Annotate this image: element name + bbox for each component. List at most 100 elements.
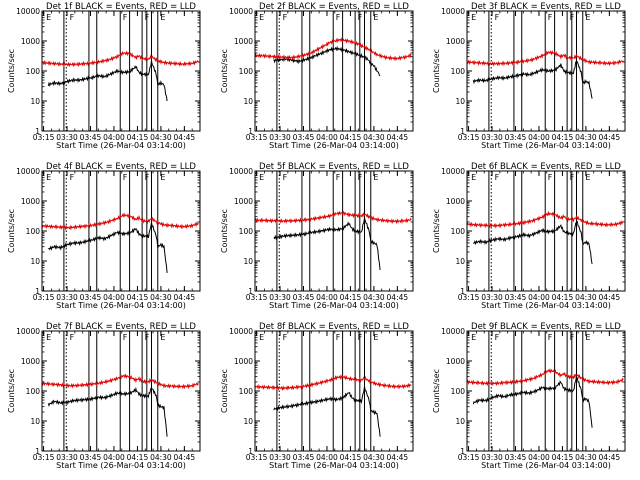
y-tick-label: 10: [455, 97, 465, 106]
x-tick-label: 04:45: [599, 293, 621, 302]
x-tick-label: 04:30: [575, 453, 597, 462]
x-tick-label: 04:15: [552, 133, 574, 142]
x-tick-label: 03:15: [33, 453, 55, 462]
events-series-line: [48, 222, 168, 273]
x-tick-label: 04:00: [103, 293, 125, 302]
y-tick-label: 10000: [441, 7, 465, 16]
panel-title: Det 3f BLACK = Events, RED = LLD: [471, 2, 621, 12]
y-tick-label: 10: [30, 417, 40, 426]
x-tick-label: 03:30: [269, 133, 291, 142]
x-tick-label: 03:15: [246, 133, 268, 142]
plot-frame: [41, 10, 201, 132]
interval-flag-label: F: [358, 13, 363, 22]
x-tick-label: 04:45: [174, 293, 196, 302]
x-tick-label: 04:45: [599, 453, 621, 462]
interval-flag-label: E: [46, 173, 51, 182]
interval-flag-label: E: [46, 13, 51, 22]
x-axis-label: Start Time (26-Mar-04 03:14:00): [269, 301, 399, 310]
x-axis-label: Start Time (26-Mar-04 03:14:00): [56, 141, 186, 150]
interval-flag-label: E: [46, 333, 51, 342]
y-tick-label: 100: [451, 227, 466, 236]
x-tick-label: 04:30: [363, 453, 385, 462]
y-tick-label: 1: [248, 447, 253, 456]
x-tick-label: 04:30: [363, 293, 385, 302]
x-tick-label: 03:45: [80, 133, 102, 142]
interval-flag-label: E: [585, 13, 590, 22]
y-axis-label: Counts/sec: [432, 369, 441, 413]
x-tick-label: 03:15: [33, 293, 55, 302]
interval-flag-label: F: [123, 173, 128, 182]
interval-flag-label: F: [145, 333, 150, 342]
x-tick-label: 03:30: [481, 133, 503, 142]
panel-det-9: Det 9f BLACK = Events, RED = LLD 1 10 100 10…: [432, 322, 626, 470]
x-tick-label: 03:30: [56, 293, 78, 302]
x-axis-label: Start Time (26-Mar-04 03:14:00): [56, 461, 186, 470]
x-tick-label: 04:45: [174, 133, 196, 142]
y-tick-label: 10: [455, 417, 465, 426]
y-tick-label: 1000: [234, 37, 253, 46]
lld-series-line: [41, 212, 199, 231]
x-tick-label: 04:30: [575, 133, 597, 142]
interval-flag-label: F: [70, 173, 75, 182]
plot-frame: [466, 170, 626, 292]
interval-flag-label: F: [123, 333, 128, 342]
y-axis-label: Counts/sec: [220, 369, 229, 413]
x-tick-label: 04:00: [103, 453, 125, 462]
y-tick-label: 10000: [16, 167, 40, 176]
y-tick-label: 1000: [21, 37, 40, 46]
x-tick-label: 03:30: [481, 453, 503, 462]
x-tick-label: 03:15: [246, 453, 268, 462]
y-tick-label: 1000: [234, 197, 253, 206]
x-tick-label: 04:15: [340, 453, 362, 462]
x-tick-label: 04:15: [552, 453, 574, 462]
x-tick-label: 03:30: [269, 293, 291, 302]
panel-title: Det 9f BLACK = Events, RED = LLD: [471, 322, 621, 332]
lld-series-line: [41, 373, 199, 390]
y-tick-label: 10: [243, 257, 253, 266]
y-tick-label: 1: [35, 447, 40, 456]
x-tick-label: 04:45: [599, 133, 621, 142]
y-tick-label: 1000: [446, 197, 465, 206]
y-tick-label: 10000: [441, 167, 465, 176]
y-tick-label: 1: [460, 287, 465, 296]
x-tick-label: 03:30: [56, 133, 78, 142]
events-series-line: [47, 60, 168, 102]
x-tick-label: 03:15: [458, 293, 480, 302]
panel-det-2: Det 2f BLACK = Events, RED = LLD 1 10 100 10…: [220, 2, 414, 150]
plot-frame: [41, 330, 201, 452]
x-axis-label: Start Time (26-Mar-04 03:14:00): [269, 141, 399, 150]
y-tick-label: 1: [35, 127, 40, 136]
lld-series-line: [466, 49, 624, 67]
y-tick-label: 1: [460, 127, 465, 136]
panel-det-4: Det 4f BLACK = Events, RED = LLD 1 10 100 10…: [7, 162, 201, 310]
interval-flag-label: F: [570, 13, 575, 22]
y-axis-label: Counts/sec: [7, 369, 16, 413]
lld-series-line: [466, 210, 624, 229]
y-tick-label: 10: [30, 97, 40, 106]
x-tick-label: 04:00: [528, 133, 550, 142]
x-tick-label: 04:30: [150, 293, 172, 302]
interval-flag-label: E: [373, 173, 378, 182]
y-axis-label: Counts/sec: [220, 49, 229, 93]
panel-title: Det 8f BLACK = Events, RED = LLD: [259, 322, 409, 332]
x-axis-label: Start Time (26-Mar-04 03:14:00): [56, 301, 186, 310]
interval-flag-label: E: [373, 333, 378, 342]
events-series-line: [273, 45, 381, 77]
y-axis-label: Counts/sec: [432, 209, 441, 253]
panel-det-3: Det 3f BLACK = Events, RED = LLD 1 10 100 10…: [432, 2, 626, 150]
interval-flag-label: F: [495, 333, 500, 342]
interval-flag-label: F: [145, 13, 150, 22]
lld-series-line: [466, 368, 624, 387]
y-tick-label: 1: [248, 127, 253, 136]
y-tick-label: 10000: [16, 327, 40, 336]
x-axis-label: Start Time (26-Mar-04 03:14:00): [269, 461, 399, 470]
interval-flag-label: F: [548, 333, 553, 342]
panel-det-5: Det 5f BLACK = Events, RED = LLD 1 10 100 10…: [220, 162, 414, 310]
plot-frame: [254, 330, 414, 452]
y-tick-label: 1000: [446, 357, 465, 366]
x-tick-label: 03:30: [481, 293, 503, 302]
panel-title: Det 6f BLACK = Events, RED = LLD: [471, 162, 621, 172]
interval-flag-label: F: [570, 333, 575, 342]
events-series-line: [273, 386, 381, 437]
y-tick-label: 1000: [446, 37, 465, 46]
